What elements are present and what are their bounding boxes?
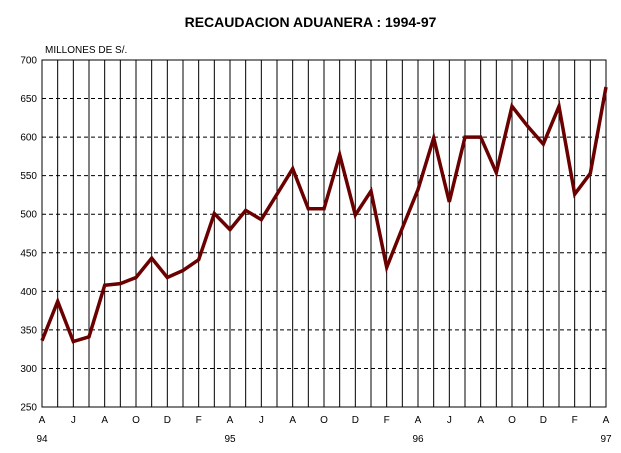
y-tick-label: 500 [20,210,37,221]
series-line [40,86,608,344]
x-axis-tick-labels: A J A O D F A J A O D F A J A O D F A 94 95 96 97 [36,415,612,445]
x-tick-label: A [477,415,484,426]
x-tick-label: F [196,415,202,426]
y-tick-label: 600 [20,133,37,144]
chart-title: RECAUDACION ADUANERA : 1994-97 [184,14,437,30]
year-label: 97 [600,434,612,445]
x-tick-label: J [71,415,76,426]
y-tick-label: 450 [20,248,37,259]
x-tick-label: F [572,415,578,426]
horizontal-gridlines [42,98,606,369]
year-label: 96 [412,434,424,445]
x-tick-label: A [603,415,610,426]
x-tick-label: O [508,415,516,426]
y-tick-label: 400 [20,287,37,298]
x-tick-label: D [352,415,359,426]
x-tick-label: O [132,415,140,426]
x-tick-label: J [259,415,264,426]
plot-frame [41,59,607,408]
y-tick-label: 250 [20,403,37,414]
x-tick-label: A [415,415,422,426]
x-tick-label: J [447,415,452,426]
year-label: 94 [36,434,48,445]
y-axis-label: MILLONES DE S/. [45,45,127,56]
x-tick-label: O [320,415,328,426]
y-tick-label: 650 [20,94,37,105]
y-tick-label: 300 [20,364,37,375]
x-tick-label: D [164,415,171,426]
year-label: 95 [224,434,236,445]
x-tick-label: A [101,415,108,426]
y-tick-label: 700 [20,56,37,67]
vertical-gridlines [57,60,591,407]
y-axis-tick-labels: 250 300 350 400 450 500 550 600 650 700 [20,56,37,414]
x-tick-label: F [384,415,390,426]
y-tick-label: 350 [20,325,37,336]
x-tick-label: D [540,415,547,426]
series-group [40,86,608,344]
x-tick-label: A [289,415,296,426]
y-tick-label: 550 [20,171,37,182]
x-tick-label: A [227,415,234,426]
x-tick-label: A [39,415,46,426]
